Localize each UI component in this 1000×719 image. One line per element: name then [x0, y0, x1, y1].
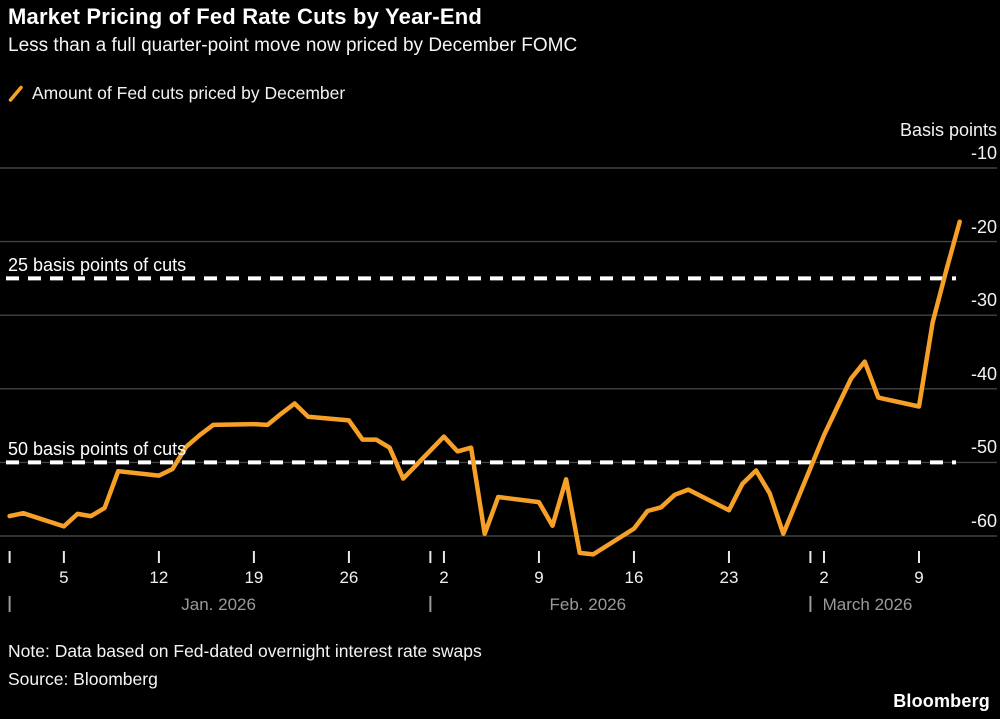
x-tick-label: 16 [624, 568, 644, 587]
x-tick-label: 23 [719, 568, 739, 587]
annotation-25bp: 25 basis points of cuts [8, 255, 187, 276]
x-tick-label: 2 [819, 568, 829, 587]
fed-cuts-priced-line [7, 219, 962, 557]
y-tick-label: -60 [970, 511, 997, 531]
legend: Amount of Fed cuts priced by December [8, 83, 345, 104]
y-tick-label: -20 [970, 216, 997, 237]
x-tick-label: 2 [439, 568, 449, 587]
x-tick-label: 26 [339, 568, 359, 587]
month-label: March 2026 [822, 595, 913, 614]
y-axis-unit-label: Basis points [899, 120, 997, 140]
x-tick-label: 9 [534, 568, 544, 587]
bloomberg-logo: Bloomberg [893, 691, 990, 711]
chart-title: Market Pricing of Fed Rate Cuts by Year-… [8, 4, 482, 29]
y-tick-label: -30 [970, 290, 997, 311]
x-tick-label: 9 [914, 568, 924, 587]
month-label: Jan. 2026 [181, 595, 256, 614]
chart-note: Note: Data based on Fed-dated overnight … [8, 641, 482, 661]
month-label: Feb. 2026 [549, 595, 627, 614]
y-tick-label: -10 [970, 143, 997, 163]
chart-source: Source: Bloomberg [8, 669, 158, 689]
x-tick-label: 5 [59, 568, 69, 587]
y-tick-label: -50 [970, 437, 997, 458]
x-tick-label: 19 [244, 568, 264, 587]
x-tick-label: 12 [149, 568, 169, 587]
y-tick-label: -40 [970, 363, 997, 384]
legend-slash-icon [8, 85, 24, 103]
annotation-50bp: 50 basis points of cuts [8, 439, 187, 460]
legend-label: Amount of Fed cuts priced by December [32, 83, 346, 103]
chart-subtitle: Less than a full quarter-point move now … [8, 35, 578, 56]
